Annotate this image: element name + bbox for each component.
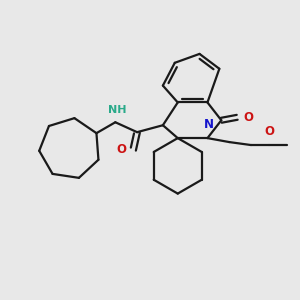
Text: NH: NH	[108, 105, 127, 115]
Text: O: O	[264, 125, 274, 138]
Text: O: O	[116, 142, 126, 155]
Text: O: O	[243, 111, 253, 124]
Text: N: N	[203, 118, 214, 131]
